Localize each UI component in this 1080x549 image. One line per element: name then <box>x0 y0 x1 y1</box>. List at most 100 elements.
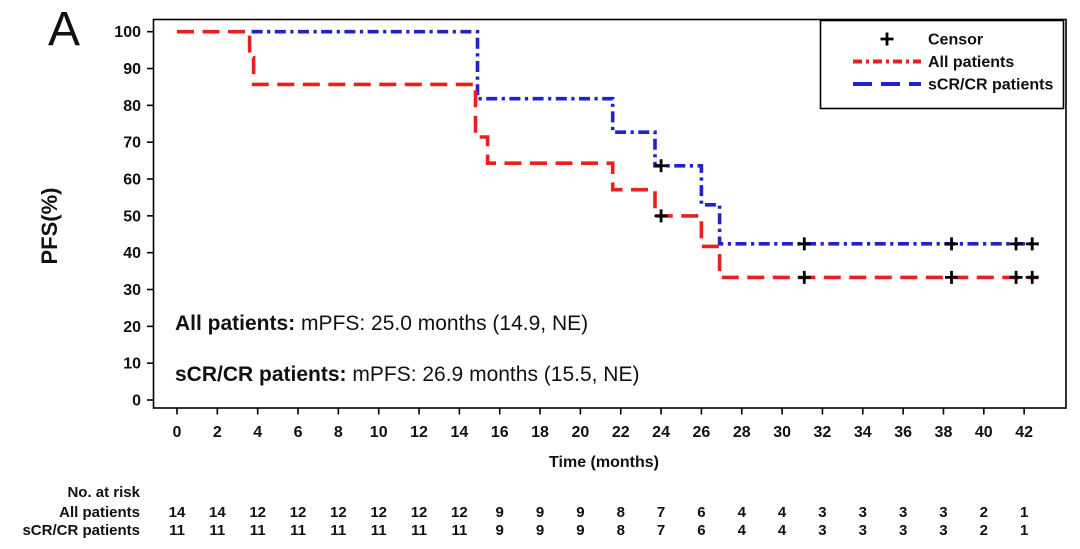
censor-plus-icon <box>880 32 894 46</box>
risk-value: 9 <box>536 522 544 539</box>
legend: Censor All patients sCR/CR patients <box>819 19 1065 110</box>
series-scr-cr-patients <box>251 29 1039 246</box>
censor-plus-icon <box>797 237 811 251</box>
plot-border <box>152 18 1067 409</box>
panel-label: A <box>48 3 81 56</box>
x-tick-label: 18 <box>531 424 549 441</box>
x-tick-label: 34 <box>854 424 872 441</box>
risk-value: 8 <box>617 504 625 521</box>
x-tick-label: 24 <box>652 424 670 441</box>
risk-value: 12 <box>451 504 468 521</box>
x-tick-label: 40 <box>975 424 993 441</box>
x-axis: 0 2 4 6 8 10 12 14 16 18 20 22 24 26 28 30 32 34 36 38 40 42T… <box>173 408 1033 471</box>
risk-value: 9 <box>496 522 504 539</box>
censor-plus-icon <box>1009 237 1023 251</box>
censor-plus-icon <box>945 237 959 251</box>
risk-value: 11 <box>411 522 427 539</box>
x-tick-label: 10 <box>370 424 388 441</box>
x-tick-label: 22 <box>612 424 630 441</box>
risk-value: 2 <box>980 504 988 521</box>
legend-box <box>819 19 1065 110</box>
mpfs-annotation: sCR/CR patients: mPFS: 26.9 months (15.5… <box>175 363 639 386</box>
y-tick-label: 30 <box>123 282 141 299</box>
risk-value: 6 <box>697 522 705 539</box>
risk-value: 3 <box>939 504 947 521</box>
x-tick-label: 28 <box>733 424 751 441</box>
y-tick-label: 90 <box>123 61 141 78</box>
risk-value: 3 <box>818 522 826 539</box>
risk-value: 12 <box>290 504 307 521</box>
risk-value: 4 <box>778 522 787 539</box>
censor-plus-icon <box>797 270 811 284</box>
x-tick-label: 30 <box>773 424 791 441</box>
censor-marks-scr-cr-patients <box>654 159 1039 251</box>
x-tick-label: 4 <box>253 424 262 441</box>
mpfs-annotation: All patients: mPFS: 25.0 months (14.9, N… <box>175 312 588 335</box>
x-tick-label: 2 <box>213 424 222 441</box>
x-tick-label: 32 <box>814 424 832 441</box>
risk-value: 2 <box>980 522 988 539</box>
survival-curve <box>177 29 1039 280</box>
y-tick-label: 40 <box>123 245 141 262</box>
risk-value: 11 <box>371 522 387 539</box>
x-tick-label: 42 <box>1015 424 1033 441</box>
y-tick-label: 80 <box>123 98 141 115</box>
risk-value: 6 <box>697 504 705 521</box>
risk-value: 11 <box>250 522 266 539</box>
y-tick-label: 70 <box>123 135 141 152</box>
risk-value: 12 <box>249 504 266 521</box>
risk-value: 3 <box>939 522 947 539</box>
risk-value: 9 <box>576 522 584 539</box>
risk-value: 1 <box>1020 522 1028 539</box>
y-tick-label: 20 <box>123 319 141 336</box>
series-all-patients <box>177 29 1039 280</box>
x-tick-label: 20 <box>572 424 590 441</box>
risk-value: 3 <box>859 504 867 521</box>
risk-value: 12 <box>330 504 347 521</box>
risk-row-label: All patients <box>59 504 140 521</box>
y-tick-label: 50 <box>123 208 141 225</box>
risk-value: 3 <box>859 522 867 539</box>
y-tick-label: 60 <box>123 172 141 189</box>
censor-marks-all-patients <box>654 209 1039 284</box>
y-axis: 0 10 20 30 40 50 60 70 80 90 100 <box>114 24 154 410</box>
risk-value: 11 <box>290 522 306 539</box>
risk-value: 14 <box>209 504 226 521</box>
y-axis-title-text: PFS(%) <box>37 188 62 265</box>
risk-value: 1 <box>1020 504 1028 521</box>
y-tick-label: 100 <box>114 24 141 41</box>
risk-value: 12 <box>370 504 387 521</box>
censor-plus-icon <box>654 159 668 173</box>
censor-plus-icon <box>1009 270 1023 284</box>
legend-label: All patients <box>928 54 1014 71</box>
risk-value: 11 <box>169 522 185 539</box>
x-tick-label: 8 <box>334 424 343 441</box>
risk-value: 4 <box>778 504 787 521</box>
risk-value: 7 <box>657 504 665 521</box>
risk-value: 11 <box>330 522 346 539</box>
x-tick-label: 38 <box>935 424 953 441</box>
risk-value: 4 <box>738 522 747 539</box>
risk-value: 3 <box>899 504 907 521</box>
risk-value: 3 <box>818 504 826 521</box>
risk-value: 8 <box>617 522 625 539</box>
x-axis-title: Time (months) <box>549 454 659 471</box>
risk-table-header: No. at risk <box>67 484 140 501</box>
x-tick-label: 6 <box>294 424 303 441</box>
risk-value: 9 <box>576 504 584 521</box>
risk-value: 9 <box>536 504 544 521</box>
y-tick-label: 10 <box>123 356 141 373</box>
censor-plus-icon <box>1025 237 1039 251</box>
legend-label: Censor <box>928 32 983 49</box>
risk-value: 11 <box>451 522 467 539</box>
y-axis-title: PFS(%) <box>37 188 62 265</box>
risk-row-label: sCR/CR patients <box>22 522 140 539</box>
y-tick-label: 0 <box>132 393 141 410</box>
x-tick-label: 26 <box>693 424 711 441</box>
censor-plus-icon <box>1025 270 1039 284</box>
x-tick-label: 16 <box>491 424 509 441</box>
censor-plus-icon <box>945 270 959 284</box>
